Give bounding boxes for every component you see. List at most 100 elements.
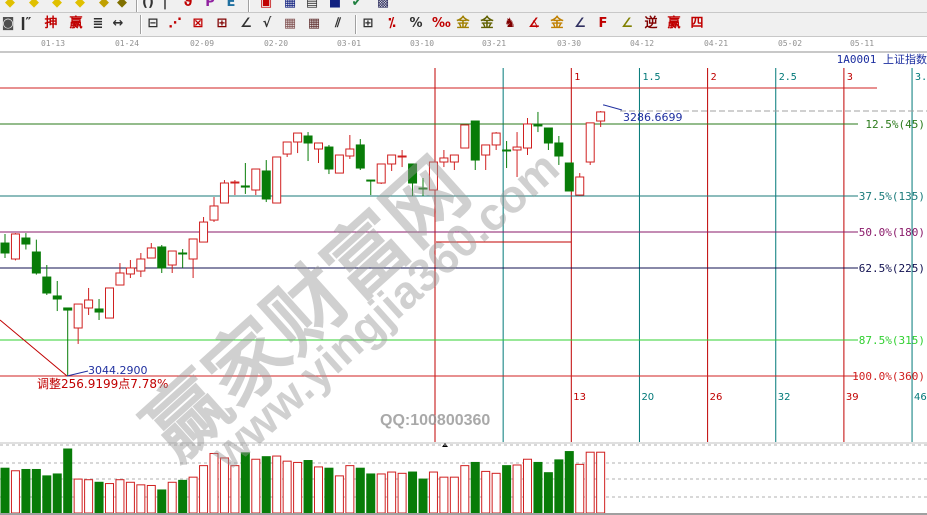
yellow-diamond-icon[interactable]: ◆ <box>29 0 39 10</box>
yellow-diamond-icon[interactable]: ◆ <box>75 0 85 10</box>
volume-bar <box>460 465 470 514</box>
cycle-top-label: 2 <box>711 72 717 83</box>
candle-body <box>460 124 470 149</box>
date-tick: 03-01 <box>336 39 362 48</box>
cycle-bottom-label: 20 <box>641 392 654 403</box>
print-icon[interactable]: ▩ <box>376 0 390 10</box>
percent-red-icon[interactable]: ⁒ <box>388 16 396 31</box>
chart-window-icon[interactable]: ▣ <box>259 0 273 10</box>
candle <box>73 303 83 344</box>
figure-tool-icon[interactable]: ♞ <box>504 16 516 31</box>
ying-icon[interactable]: 赢 <box>69 16 83 31</box>
gold-fan-icon[interactable]: ∠ <box>621 16 633 31</box>
floppy-icon[interactable]: ■ <box>328 0 342 10</box>
volume-bar <box>146 484 156 514</box>
percent-lines-icon[interactable]: ‰ <box>432 16 451 31</box>
candle-body <box>355 144 365 169</box>
volume-bar <box>355 467 365 514</box>
grid-tool-icon[interactable]: ▦ <box>283 16 297 31</box>
candle-body <box>481 144 491 156</box>
parentheses-icon[interactable]: () <box>142 0 154 10</box>
shen-icon[interactable]: 抻 <box>44 16 58 31</box>
candle <box>251 168 261 196</box>
gann-box-icon[interactable]: ⊠ <box>192 16 204 31</box>
volume-bar <box>564 451 574 514</box>
date-tick: 02-20 <box>263 39 289 48</box>
candle <box>575 173 585 197</box>
candle-body <box>564 162 574 192</box>
f-angle-icon[interactable]: F <box>598 16 608 31</box>
volume-bar <box>470 461 480 514</box>
volume-bar <box>42 475 52 514</box>
grid-tool-2-icon[interactable]: ▦ <box>307 16 321 31</box>
volume-bar <box>418 478 428 514</box>
volume-bar <box>272 455 282 514</box>
candle-body <box>73 303 83 329</box>
gold-circle-icon[interactable]: 金 <box>456 16 470 31</box>
candle-body <box>125 267 135 275</box>
candle <box>219 180 229 204</box>
yellow-diamond-icon[interactable]: ◆ <box>117 0 127 10</box>
trend-line <box>0 319 68 377</box>
candle-body <box>502 149 512 152</box>
volume-bar <box>21 468 31 514</box>
candle <box>596 110 606 128</box>
purple-p-icon[interactable]: P <box>205 0 215 10</box>
candle <box>105 287 114 319</box>
line-tool-icon[interactable]: ǀ″ <box>20 16 32 31</box>
fan-tool-icon[interactable]: ⋰ <box>168 16 182 31</box>
box-tool-icon[interactable]: ⊟ <box>147 16 159 31</box>
parallel-tool-icon[interactable]: ⫽ <box>335 16 341 31</box>
vertical-line-icon[interactable]: | <box>162 0 168 10</box>
fib-label: 100.0%(360) <box>852 370 925 383</box>
multi-line-icon[interactable]: ≣ <box>92 16 104 31</box>
volume-bar <box>491 472 501 514</box>
date-tick: 03-30 <box>556 39 582 48</box>
red-pen-icon[interactable]: ϑ <box>183 0 193 10</box>
volume-bar <box>387 471 397 514</box>
candle <box>428 161 438 191</box>
candle-body <box>324 146 334 170</box>
target-icon[interactable]: ◙ <box>1 16 15 31</box>
gold-angle-icon[interactable]: 金 <box>550 16 564 31</box>
yellow-diamond-icon[interactable]: ◆ <box>5 0 15 10</box>
candle-body <box>314 142 323 150</box>
red-angle-icon[interactable]: ∡ <box>528 16 540 31</box>
volume-bar <box>219 457 229 514</box>
candle-body <box>523 123 532 149</box>
wave-tool-icon[interactable]: √ <box>262 16 272 31</box>
volume-bar <box>397 472 407 514</box>
gold-lines-icon[interactable]: 金 <box>480 16 494 31</box>
angle-tool-icon[interactable]: ∠ <box>240 16 252 31</box>
candle-body <box>261 170 271 200</box>
ni-fan-icon[interactable]: 逆 <box>644 16 658 31</box>
e-icon[interactable]: E <box>226 0 236 10</box>
grid-window-icon[interactable]: ▦ <box>283 0 297 10</box>
candle <box>282 141 292 157</box>
candle <box>63 307 73 377</box>
table-tool-icon[interactable]: ⊞ <box>362 16 374 31</box>
date-tick: 01-13 <box>40 39 66 48</box>
candle-body <box>418 187 428 190</box>
si-fan-icon[interactable]: 四 <box>690 16 704 31</box>
ying-fan-icon[interactable]: 赢 <box>667 16 681 31</box>
fib-label: 12.5%(45) <box>865 118 925 131</box>
toolbar-separator <box>355 15 357 34</box>
candle-body <box>554 142 564 157</box>
volume-bar <box>543 472 553 514</box>
check-icon[interactable]: ✔ <box>351 0 363 10</box>
volume-bar <box>366 473 376 514</box>
splitter-arrow-icon <box>442 443 448 447</box>
gann-square-icon[interactable]: ⊞ <box>216 16 228 31</box>
percent-icon[interactable]: % <box>409 16 423 31</box>
candle <box>230 180 240 196</box>
yellow-diamond-icon[interactable]: ◆ <box>99 0 109 10</box>
j-angle-icon[interactable]: ∠ <box>574 16 586 31</box>
volume-bar <box>293 461 303 514</box>
volume-bar <box>345 465 355 514</box>
range-icon[interactable]: ↔ <box>112 16 124 31</box>
save-page-icon[interactable]: ▤ <box>305 0 319 10</box>
yellow-diamond-icon[interactable]: ◆ <box>52 0 62 10</box>
candle <box>157 245 167 273</box>
